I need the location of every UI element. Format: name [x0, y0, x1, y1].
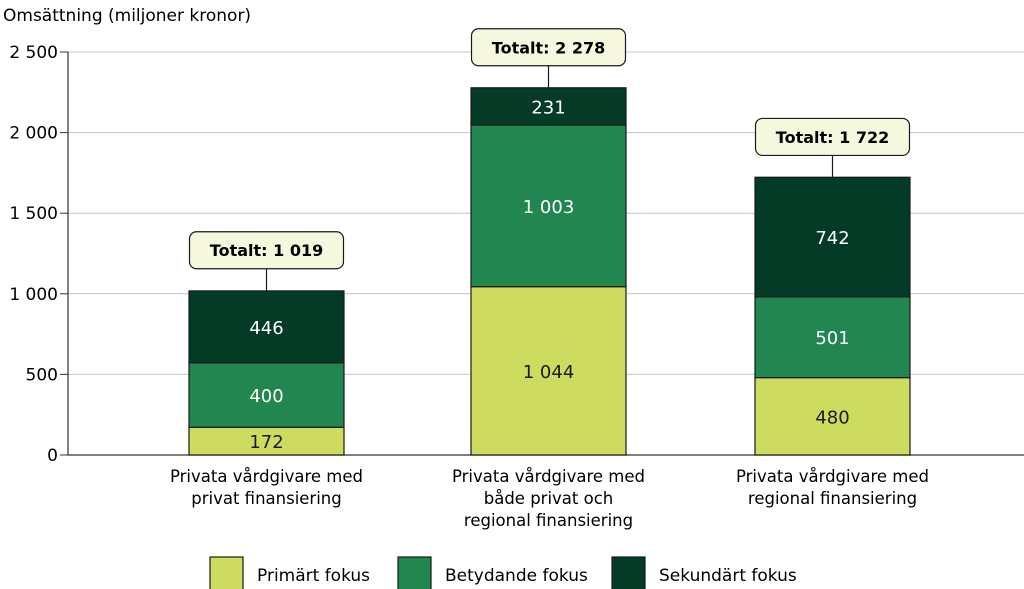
y-tick-label: 1 500 [9, 204, 58, 224]
legend-swatch [209, 556, 244, 589]
legend-label: Sekundärt fokus [659, 566, 797, 586]
category-label-line: privat finansiering [191, 489, 341, 508]
bar-segment-label: 446 [249, 318, 283, 339]
bar-segment-primart [754, 377, 911, 456]
y-tick-label: 0 [47, 446, 58, 466]
total-box [188, 231, 345, 270]
category-label-line: regional finansiering [748, 489, 917, 508]
y-tick-label: 500 [26, 365, 58, 385]
y-axis-ticks: 0 500 1 000 1 500 2 000 2 500 [9, 43, 69, 466]
bar-segment-label: 1 044 [523, 362, 575, 383]
total-box [470, 28, 627, 67]
total-label: Totalt: 2 278 [492, 38, 605, 57]
bar-segment-label: 501 [815, 328, 849, 349]
category-label-line: både privat och [484, 489, 614, 508]
total-box [754, 117, 911, 157]
legend-label: Betydande fokus [445, 566, 588, 586]
category-label-line: regional finansiering [464, 511, 633, 530]
category-label: Privata vårdgivare med både privat och reg… [452, 467, 645, 530]
bar-segment-betydande [754, 296, 911, 379]
bar-segment-label: 172 [249, 432, 283, 453]
category-label-line: Privata vårdgivare med [170, 467, 363, 486]
bar-segment-label: 400 [249, 386, 283, 407]
category-label-line: Privata vårdgivare med [452, 467, 645, 486]
total-label: Totalt: 1 722 [776, 128, 889, 147]
legend: Primärt fokus Betydande fokus Sekundärt fo… [209, 556, 797, 589]
bar-segment-primart [470, 286, 627, 456]
category-labels: Privata vårdgivare med privat finansierin… [170, 467, 929, 530]
bar-segment-label: 231 [531, 97, 565, 118]
legend-swatch [397, 556, 432, 589]
bar-segment-sekundart [754, 176, 911, 298]
bar-segment-primart [188, 426, 345, 456]
bar-segment-label: 480 [815, 407, 849, 428]
bar-segment-label: 742 [815, 228, 849, 249]
legend-swatch [611, 556, 646, 589]
category-label: Privata vårdgivare med privat finansierin… [170, 467, 363, 508]
bar-segment-betydande [470, 124, 627, 288]
category-label: Privata vårdgivare med regional finansier… [736, 467, 929, 508]
legend-label: Primärt fokus [257, 566, 370, 586]
y-axis-label: Omsättning (miljoner kronor) [3, 6, 251, 26]
bars: 172 400 446 1 044 1 003 231 480 501 742 [188, 87, 911, 456]
y-tick-label: 1 000 [9, 285, 58, 305]
bar-segment-sekundart [188, 290, 345, 364]
category-label-line: Privata vårdgivare med [736, 467, 929, 486]
total-label: Totalt: 1 019 [210, 241, 323, 260]
y-tick-label: 2 500 [9, 43, 58, 63]
total-callouts: Totalt: 1 019 Totalt: 2 278 Totalt: 1 722 [188, 28, 911, 291]
y-tick-label: 2 000 [9, 124, 58, 144]
bar-segment-label: 1 003 [523, 197, 575, 218]
